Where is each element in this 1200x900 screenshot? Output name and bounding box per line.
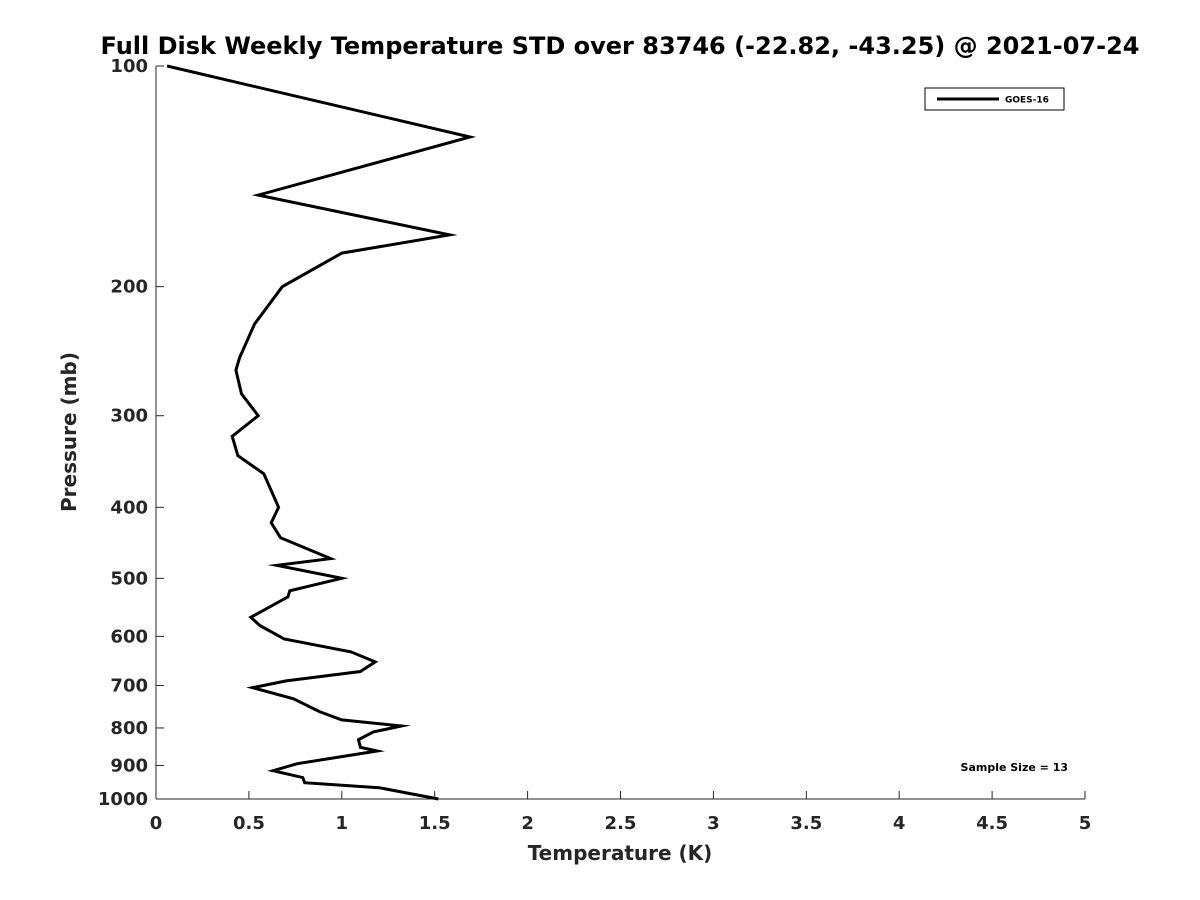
chart-title: Full Disk Weekly Temperature STD over 83… [101, 32, 1140, 60]
y-tick-label: 300 [110, 406, 148, 427]
series-line-goes-16 [166, 64, 477, 801]
y-tick-label: 500 [110, 568, 148, 589]
x-tick-label: 0.5 [233, 813, 265, 834]
y-tick-label: 700 [110, 675, 148, 696]
y-tick-label: 100 [110, 56, 148, 77]
legend: GOES-16 [924, 87, 1065, 111]
x-tick-label: 1.5 [419, 813, 451, 834]
plot-axes [155, 66, 1085, 800]
y-tick-label: 900 [110, 755, 148, 776]
legend-label: GOES-16 [1005, 96, 1049, 106]
x-tick-label: 0 [150, 813, 163, 834]
y-ticks: 100 200 300 400 500 600 700 800 900 1000 [98, 56, 164, 810]
x-tick-label: 2 [521, 813, 534, 834]
y-tick-label: 1000 [98, 789, 148, 810]
x-ticks: 0 0.5 1 1.5 2 2.5 3 3.5 4 4.5 5 [150, 791, 1092, 834]
y-tick-label: 400 [110, 497, 148, 518]
x-tick-label: 4 [893, 813, 906, 834]
y-tick-label: 800 [110, 718, 148, 739]
x-tick-label: 2.5 [605, 813, 637, 834]
y-axis-label: Pressure (mb) [57, 352, 81, 512]
x-tick-label: 1 [336, 813, 349, 834]
x-tick-label: 3 [707, 813, 720, 834]
x-tick-label: 4.5 [976, 813, 1008, 834]
y-tick-label: 600 [110, 626, 148, 647]
x-tick-label: 3.5 [790, 813, 822, 834]
y-tick-label: 200 [110, 277, 148, 298]
x-tick-label: 5 [1079, 813, 1092, 834]
sample-size-annotation: Sample Size = 13 [961, 761, 1068, 774]
x-axis-label: Temperature (K) [528, 841, 713, 865]
series-layer [166, 64, 477, 801]
